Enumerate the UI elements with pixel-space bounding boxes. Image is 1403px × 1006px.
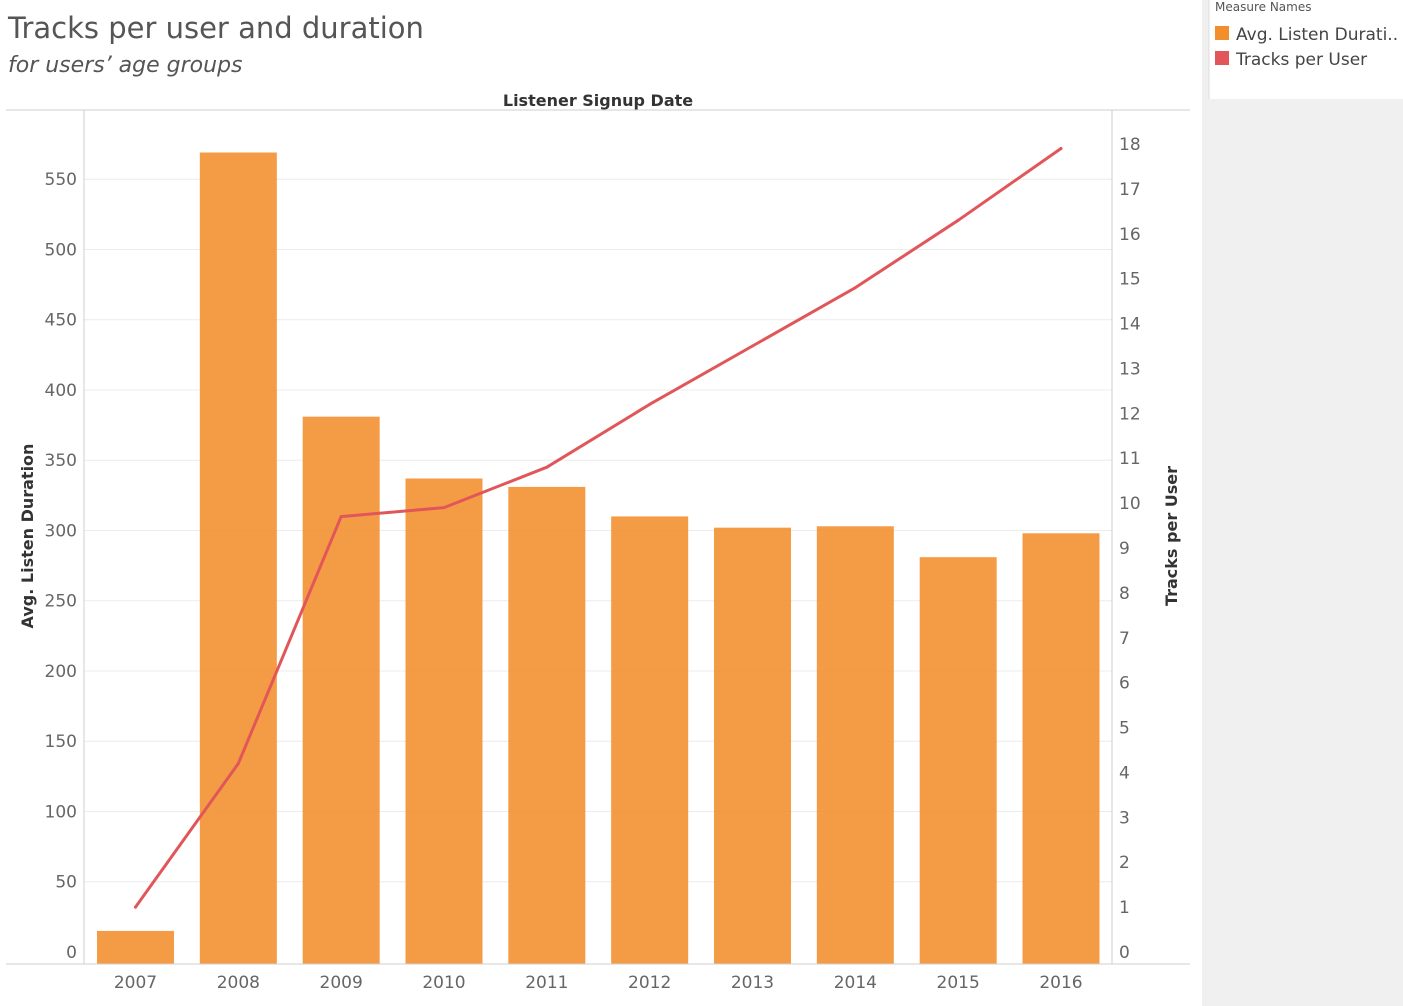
right-tick-label-16: 16	[1119, 225, 1141, 245]
line-point-2015[interactable]	[956, 218, 960, 222]
right-tick-label-6: 6	[1119, 674, 1130, 694]
left-tick-label-7: 350	[45, 451, 77, 471]
right-tick-label-12: 12	[1119, 404, 1141, 424]
left-tick-label-9: 450	[45, 311, 77, 331]
left-tick-label-6: 300	[45, 521, 77, 541]
legend-swatch-1	[1215, 51, 1229, 65]
right-tick-label-7: 7	[1119, 629, 1130, 649]
chart-subtitle: for users’ age groups	[8, 53, 243, 78]
x-axis-title: Listener Signup Date	[503, 91, 693, 110]
bar-2010[interactable]	[405, 478, 483, 964]
right-tick-label-8: 8	[1119, 584, 1130, 604]
left-tick-label-8: 400	[45, 381, 77, 401]
line-point-2010[interactable]	[442, 506, 446, 510]
line-point-2008[interactable]	[236, 761, 240, 765]
x-tick-label-2016: 2016	[1039, 973, 1082, 993]
x-tick-label-2011: 2011	[525, 973, 568, 993]
bar-2007[interactable]	[97, 930, 174, 964]
legend-swatch-0	[1215, 26, 1229, 40]
legend-pane	[1202, 0, 1403, 1006]
bar-series	[97, 152, 1100, 964]
right-tick-label-17: 17	[1119, 180, 1141, 200]
right-tick-label-13: 13	[1119, 359, 1141, 379]
line-point-2016[interactable]	[1059, 146, 1063, 150]
x-tick-label-2010: 2010	[422, 973, 465, 993]
right-tick-label-5: 5	[1119, 719, 1130, 739]
x-tick-label-2013: 2013	[731, 973, 774, 993]
right-tick-label-18: 18	[1119, 135, 1141, 155]
right-tick-label-10: 10	[1119, 494, 1141, 514]
chart-title: Tracks per user and duration	[7, 11, 424, 45]
bar-2012[interactable]	[611, 516, 689, 964]
bar-2008[interactable]	[199, 152, 277, 964]
bar-2015[interactable]	[919, 557, 997, 964]
legend-label-1[interactable]: Tracks per User	[1235, 50, 1367, 70]
line-point-2009[interactable]	[339, 515, 343, 519]
x-tick-label-2015: 2015	[937, 973, 980, 993]
line-tracks-per-user[interactable]	[134, 146, 1063, 909]
line-series-group	[134, 146, 1063, 909]
left-tick-label-4: 200	[45, 662, 77, 682]
x-tick-label-2009: 2009	[320, 973, 363, 993]
legend-label-0[interactable]: Avg. Listen Durati..	[1236, 25, 1398, 45]
left-tick-label-3: 150	[45, 732, 77, 752]
x-tick-label-2008: 2008	[217, 973, 260, 993]
left-axis-ticks: 0 50 100 150 200 250 300 350 400 450 500 550	[45, 170, 77, 963]
right-tick-label-11: 11	[1119, 449, 1141, 469]
right-axis-title: Tracks per User	[1162, 466, 1181, 606]
right-tick-label-3: 3	[1119, 808, 1130, 828]
right-tick-label-9: 9	[1119, 539, 1130, 559]
right-tick-label-1: 1	[1119, 898, 1130, 918]
bar-2014[interactable]	[816, 526, 894, 964]
left-tick-label-0: 0	[66, 943, 77, 963]
line-point-2011[interactable]	[545, 465, 549, 469]
line-point-2014[interactable]	[853, 286, 857, 290]
right-tick-label-15: 15	[1119, 270, 1141, 290]
x-tick-label-2007: 2007	[114, 973, 157, 993]
line-point-2013[interactable]	[751, 344, 754, 348]
legend-title: Measure Names	[1215, 0, 1311, 14]
left-axis-title: Avg. Listen Duration	[18, 444, 37, 629]
legend-box	[1209, 0, 1403, 99]
right-tick-label-4: 4	[1119, 763, 1130, 783]
legend-items: Avg. Listen Durati.. Tracks per User	[1215, 25, 1398, 70]
left-tick-label-1: 50	[55, 873, 77, 893]
line-point-2012[interactable]	[648, 402, 652, 406]
right-tick-label-0: 0	[1119, 943, 1130, 963]
left-tick-label-10: 500	[45, 240, 77, 260]
bar-2016[interactable]	[1022, 533, 1100, 964]
bar-2011[interactable]	[508, 486, 586, 964]
right-tick-label-2: 2	[1119, 853, 1130, 873]
left-tick-label-2: 100	[45, 802, 77, 822]
x-tick-label-2014: 2014	[834, 973, 877, 993]
x-tick-label-2012: 2012	[628, 973, 671, 993]
right-tick-label-14: 14	[1119, 315, 1141, 335]
bar-2013[interactable]	[714, 527, 791, 964]
left-tick-label-5: 250	[45, 592, 77, 612]
left-tick-label-11: 550	[45, 170, 77, 190]
line-point-2007[interactable]	[134, 905, 137, 909]
x-axis-ticks: 2007 2008 2009 2010 2011 2012 2013 2014 2015 2016	[114, 973, 1083, 993]
bar-2009[interactable]	[302, 416, 380, 964]
